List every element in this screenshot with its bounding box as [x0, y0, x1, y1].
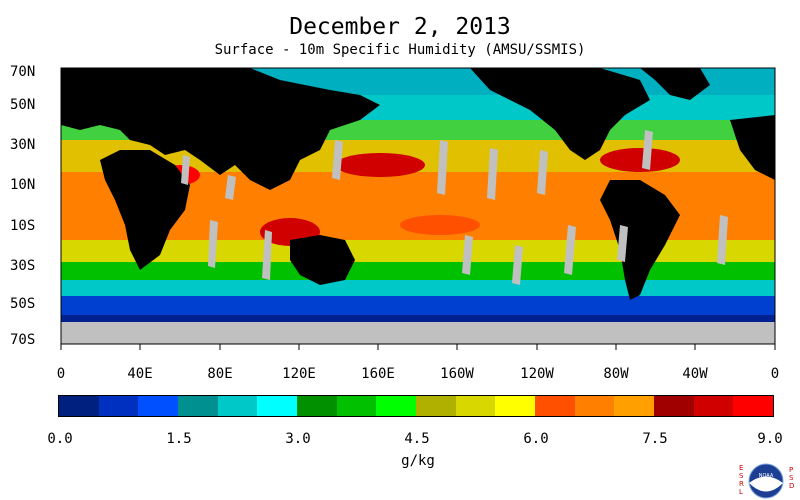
- lon-label-0-east: 0: [770, 366, 780, 382]
- swath-gap-13: [181, 155, 190, 185]
- lon-label-0-west: 0: [56, 366, 66, 382]
- swath-gap-2: [262, 230, 272, 280]
- lon-label-40w: 40W: [682, 366, 708, 382]
- logo-esrl-r: R: [739, 480, 744, 488]
- lat-label-30n: 30N: [10, 137, 36, 153]
- land: [61, 68, 775, 300]
- swath-gap-11: [642, 130, 653, 170]
- lon-label-160e: 160E: [361, 366, 395, 382]
- swath-gap-7: [564, 225, 576, 275]
- map-subtitle: Surface - 10m Specific Humidity (AMSU/SS…: [214, 42, 586, 58]
- swath-gap-3: [332, 140, 343, 180]
- swath-gap-1: [208, 220, 218, 268]
- eurasia: [61, 68, 380, 190]
- map-title: December 2, 2013: [289, 14, 511, 40]
- lon-label-120w: 120W: [520, 366, 554, 382]
- colorbar-swatch-14: [614, 396, 655, 416]
- colorbar-swatch-11: [495, 396, 536, 416]
- hotspot-south-pacific: [400, 215, 480, 235]
- colorbar-unit-label: g/kg: [401, 453, 435, 469]
- greenland: [640, 68, 710, 100]
- colorbar-swatch-7: [336, 396, 377, 416]
- africa: [100, 150, 190, 270]
- logo-psd-d: D: [789, 482, 794, 490]
- colorbar-swatch-4: [217, 396, 258, 416]
- swath-gap-9: [617, 225, 628, 262]
- logo-esrl-l: L: [739, 488, 743, 496]
- noaa-esrl-psd-logo: E S R L P S D NOAA: [739, 463, 794, 499]
- colorbar-swatch-10: [455, 396, 496, 416]
- colorbar-swatch-3: [178, 396, 218, 416]
- lat-label-10n: 10N: [10, 177, 36, 193]
- lon-label-80w: 80W: [603, 366, 629, 382]
- lon-label-80e: 80E: [207, 366, 233, 382]
- swath-gap-10: [717, 215, 728, 265]
- lat-label-30s: 30S: [10, 258, 36, 274]
- colorbar-swatch-8: [376, 396, 417, 416]
- missing-data: [61, 130, 775, 344]
- colorbar-tick-6: 9.0: [757, 431, 783, 447]
- colorbar-swatch-9: [416, 396, 456, 416]
- colorbar-tick-4: 6.0: [523, 431, 549, 447]
- colorbar-tick-5: 7.5: [642, 431, 668, 447]
- hotspot-caribbean: [600, 148, 680, 172]
- australia: [290, 235, 355, 285]
- lat-label-70n: 70N: [10, 64, 36, 80]
- colorbar-tick-2: 3.0: [285, 431, 311, 447]
- colorbar: [58, 395, 774, 417]
- colorbar-tick-1: 1.5: [166, 431, 192, 447]
- colorbar-tick-0: 0.0: [47, 431, 73, 447]
- band-southern-ocean: [61, 296, 775, 318]
- lon-label-120e: 120E: [282, 366, 316, 382]
- logo-psd-s: S: [789, 474, 794, 482]
- noaa-gull-icon: [749, 476, 783, 492]
- band-south-mid: [61, 262, 775, 282]
- map-frame: [60, 67, 776, 345]
- logo-esrl-e: E: [739, 464, 743, 472]
- band-south-cool: [61, 280, 775, 298]
- swath-gap-6: [537, 150, 548, 195]
- north-america: [470, 68, 650, 160]
- lat-label-50n: 50N: [10, 97, 36, 113]
- band-antarctic-margin: [61, 315, 775, 325]
- colorbar-swatch-15: [654, 396, 694, 416]
- colorbar-swatch-5: [257, 396, 298, 416]
- colorbar-tick-3: 4.5: [404, 431, 430, 447]
- colorbar-swatch-2: [138, 396, 179, 416]
- swath-gap-5: [487, 148, 498, 200]
- colorbar-swatch-0: [59, 396, 99, 416]
- swath-gap-14: [225, 175, 236, 200]
- logo-psd-p: P: [789, 466, 793, 474]
- colorbar-swatch-16: [693, 396, 734, 416]
- swath-gap-4: [437, 140, 448, 195]
- colorbar-swatch-12: [535, 396, 575, 416]
- south-america: [600, 180, 680, 300]
- hotspot-west-pacific: [335, 153, 425, 177]
- colorbar-swatch-17: [733, 396, 774, 416]
- lon-label-160w: 160W: [440, 366, 474, 382]
- lon-label-40e: 40E: [127, 366, 153, 382]
- logo-noaa-text: NOAA: [759, 473, 774, 479]
- colorbar-swatch-1: [98, 396, 139, 416]
- axis-ticks: [60, 344, 776, 350]
- band-south-subtropic: [61, 240, 775, 265]
- colorbar-swatch-13: [574, 396, 615, 416]
- swath-gap-12: [462, 235, 473, 275]
- swath-gap-8: [512, 245, 523, 285]
- logo-esrl-s: S: [739, 472, 744, 480]
- europe-east: [730, 115, 775, 180]
- lat-label-70s: 70S: [10, 332, 36, 348]
- colorbar-swatch-6: [297, 396, 337, 416]
- antarctica-missing: [61, 322, 775, 344]
- lat-label-10s: 10S: [10, 218, 36, 234]
- lat-label-50s: 50S: [10, 296, 36, 312]
